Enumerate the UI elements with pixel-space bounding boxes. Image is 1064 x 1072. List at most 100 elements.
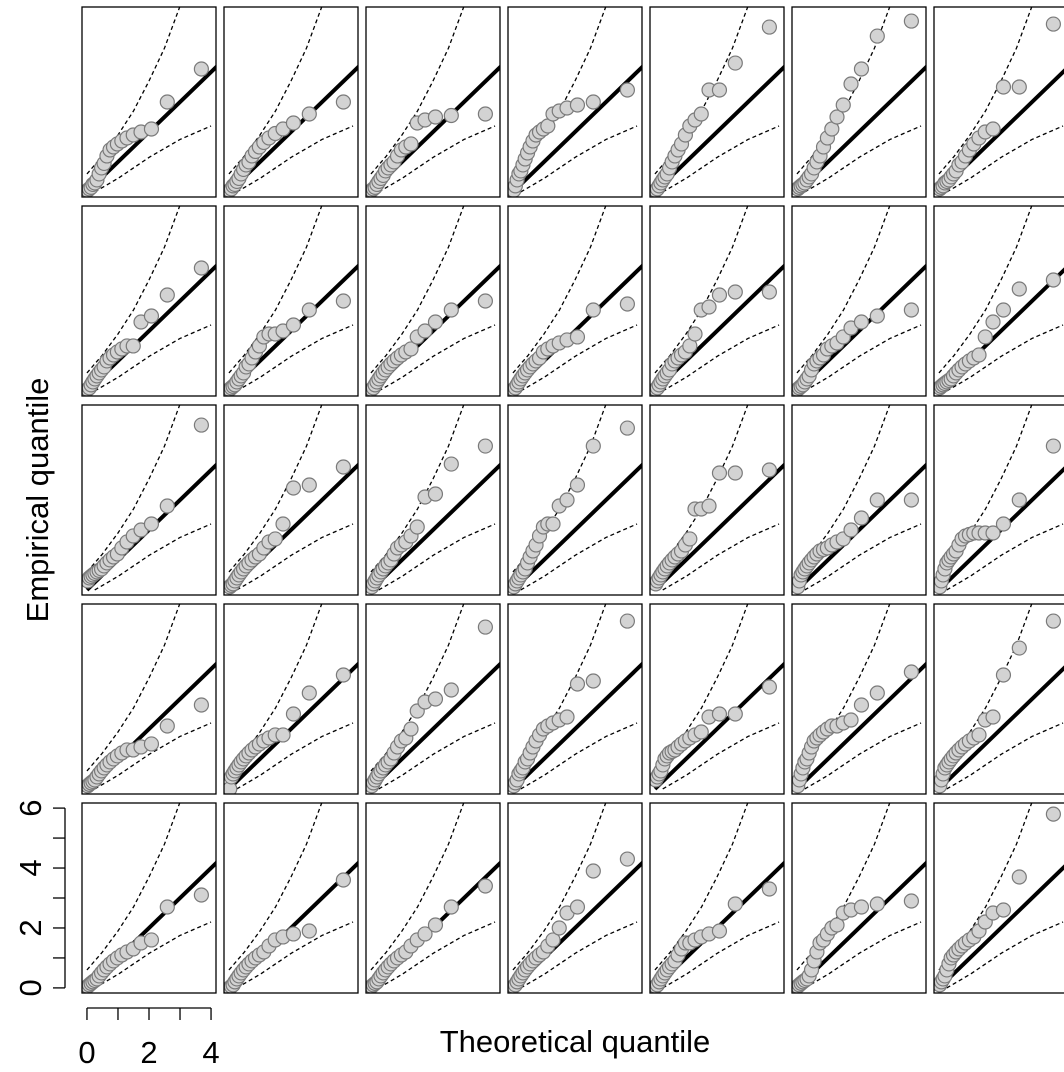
point — [335, 459, 351, 475]
point — [285, 706, 302, 722]
reference-line — [653, 462, 784, 592]
lower-envelope — [236, 125, 354, 193]
panel — [650, 405, 784, 592]
point — [585, 438, 601, 454]
panel — [82, 604, 216, 794]
point — [193, 61, 209, 77]
y-axis-label: Empirical quantile — [20, 378, 55, 623]
panel-frame — [507, 603, 643, 795]
lower-envelope — [804, 523, 922, 591]
point — [903, 664, 919, 680]
panel-frame — [507, 404, 643, 596]
point — [427, 486, 444, 502]
point — [619, 296, 635, 312]
lower-envelope — [378, 722, 496, 790]
reference-line — [795, 661, 926, 791]
reference-line — [653, 64, 784, 194]
point — [569, 899, 586, 915]
point — [903, 492, 919, 508]
point — [1045, 438, 1061, 454]
panel — [366, 206, 500, 396]
point — [569, 329, 586, 345]
point — [585, 94, 601, 110]
point — [559, 709, 575, 725]
point — [267, 531, 283, 547]
point — [427, 691, 444, 707]
point — [335, 872, 351, 888]
point — [551, 920, 567, 936]
panel — [650, 7, 784, 197]
point — [619, 82, 635, 98]
panel-frame — [933, 802, 1064, 994]
panel-frame — [365, 6, 501, 198]
upper-envelope — [654, 803, 749, 971]
y-tick-label: 4 — [13, 859, 48, 876]
upper-envelope — [228, 206, 323, 374]
panel-frame — [365, 205, 501, 397]
lower-envelope — [662, 125, 780, 193]
panel-frame — [933, 6, 1064, 198]
panel — [934, 405, 1064, 595]
lower-envelope — [378, 921, 496, 989]
point — [193, 417, 209, 433]
panel-frame — [933, 404, 1064, 596]
point — [569, 676, 586, 692]
point — [403, 721, 419, 737]
lower-envelope — [378, 523, 496, 591]
panel-frame — [365, 404, 501, 596]
point — [417, 323, 433, 339]
lower-envelope — [946, 523, 1064, 591]
upper-envelope — [938, 7, 1033, 175]
reference-line — [511, 661, 642, 791]
panel-frame — [81, 6, 217, 198]
panel-frame — [507, 205, 643, 397]
lower-envelope — [378, 125, 496, 193]
point — [903, 13, 919, 29]
upper-envelope — [370, 803, 465, 971]
panel-frame — [507, 6, 643, 198]
point — [427, 917, 444, 933]
lower-envelope — [804, 722, 922, 790]
point — [682, 531, 698, 547]
point — [301, 923, 317, 939]
panel-frame — [223, 205, 359, 397]
point — [727, 55, 743, 71]
point — [125, 338, 141, 354]
point — [619, 851, 635, 867]
point — [585, 302, 601, 318]
point — [701, 299, 717, 315]
reference-line — [937, 864, 1064, 990]
point — [853, 697, 870, 713]
point — [159, 287, 175, 303]
point — [417, 926, 433, 942]
point — [761, 881, 777, 897]
point — [995, 902, 1012, 918]
point — [427, 314, 444, 330]
point — [995, 302, 1012, 318]
point — [853, 61, 870, 77]
upper-envelope — [370, 206, 465, 374]
point — [569, 97, 586, 113]
point — [585, 863, 601, 879]
lower-envelope — [520, 722, 638, 790]
panel — [792, 604, 926, 794]
panel-frame — [365, 802, 501, 994]
point — [687, 326, 703, 342]
lower-envelope — [520, 324, 638, 392]
x-tick-label: 2 — [140, 1035, 157, 1070]
panel — [508, 7, 642, 197]
reference-line — [511, 462, 642, 592]
panel — [82, 206, 216, 396]
point — [1011, 492, 1027, 508]
lower-envelope — [236, 722, 354, 790]
point — [711, 923, 728, 939]
point — [1011, 869, 1027, 885]
point — [869, 492, 885, 508]
point — [727, 706, 743, 722]
point — [159, 899, 175, 915]
y-tick-label: 6 — [13, 799, 48, 816]
panel — [366, 405, 500, 595]
point — [585, 673, 601, 689]
lower-envelope — [946, 921, 1064, 989]
point — [159, 94, 175, 110]
